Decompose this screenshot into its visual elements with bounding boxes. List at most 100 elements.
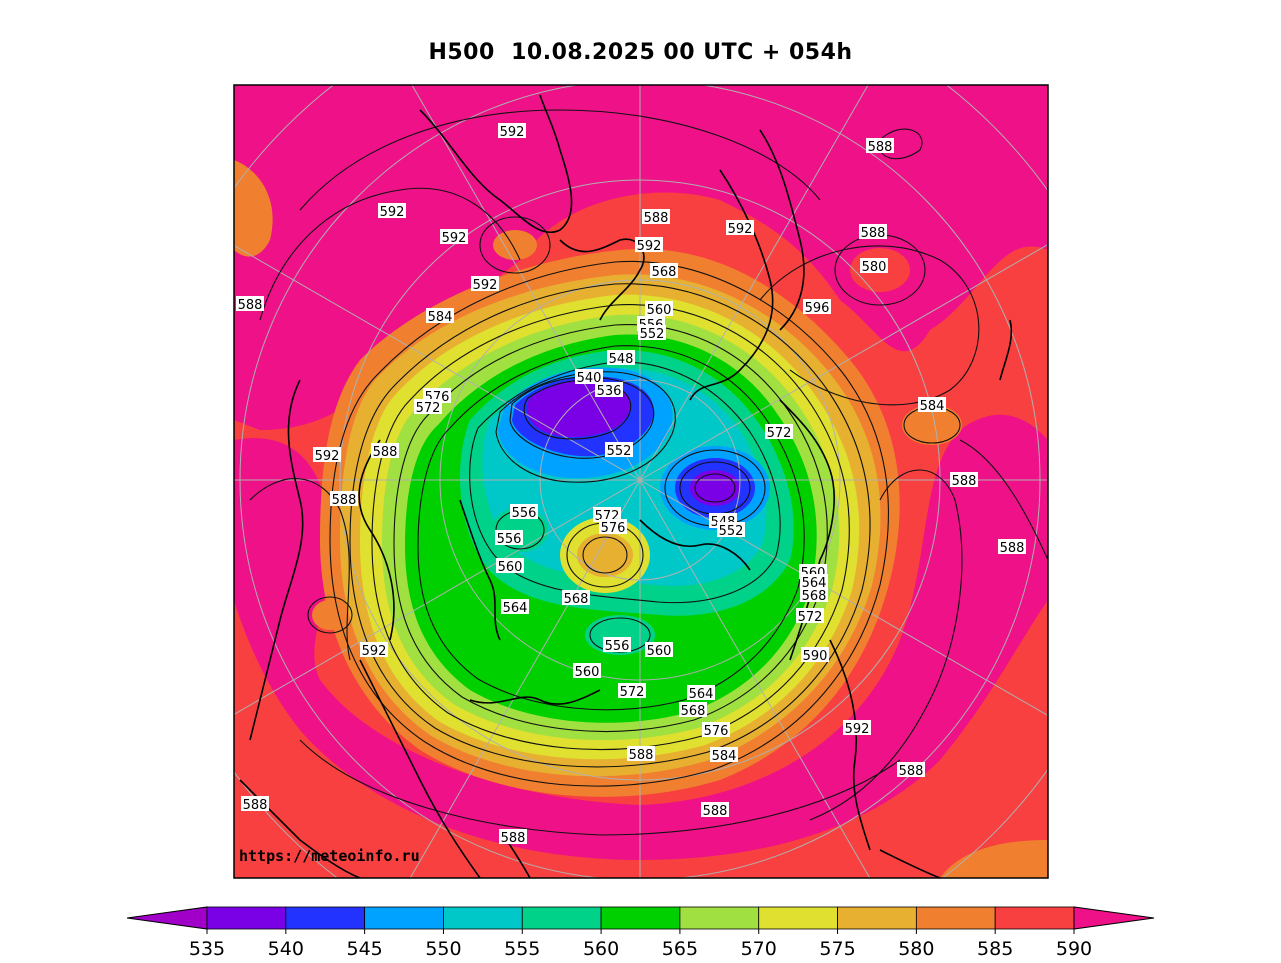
contour-label-text: 572 [767, 426, 792, 441]
contour-label-box [599, 519, 627, 534]
contour-label: 590 [801, 647, 829, 664]
contour-label: 588 [330, 491, 358, 508]
contour-label-box [618, 683, 646, 698]
contour-label-text: 576 [704, 724, 729, 739]
contour-label-box [765, 424, 793, 439]
contour-label-text: 560 [647, 303, 672, 318]
colorbar-bin [443, 906, 523, 930]
colorbar: 535 540 545 550 555 560 565 570 575 580 585 590 [126, 906, 1155, 960]
contour-label: 552 [605, 442, 633, 459]
contour-label: 592 [360, 642, 388, 659]
contour-label-text: 556 [512, 506, 537, 521]
contour-label: 588 [236, 296, 264, 313]
contour-label: 592 [635, 237, 663, 254]
contour-label: 588 [499, 829, 527, 846]
contour-label-text: 536 [597, 384, 622, 399]
contour-label-box [330, 491, 358, 506]
colorbar-tick-label: 590 [1056, 938, 1092, 960]
contour-label-text: 568 [564, 592, 589, 607]
contour-label-text: 584 [428, 310, 453, 325]
contour-label-box [378, 203, 406, 218]
contour-label: 572 [765, 424, 793, 441]
contour-label: 576 [599, 519, 627, 536]
contour-label-text: 592 [637, 239, 662, 254]
contour-label-text: 560 [575, 665, 600, 680]
contour-label-box [726, 220, 754, 235]
contour-label-box [866, 138, 894, 153]
map-frame [233, 84, 1049, 879]
contour-label-text: 572 [798, 610, 823, 625]
contour-label-text: 592 [473, 278, 498, 293]
contour-label-text: 592 [315, 449, 340, 464]
contour-label: 588 [371, 443, 399, 460]
contour-label-box [605, 442, 633, 457]
contour-label-box [471, 276, 499, 291]
contour-label-text: 560 [647, 644, 672, 659]
contour-label-box [575, 369, 603, 384]
contour-label: 568 [679, 702, 707, 719]
contour-label: 588 [642, 209, 670, 226]
contour-label: 592 [313, 447, 341, 464]
contour-label: 556 [510, 504, 538, 521]
contour-label-text: 590 [803, 649, 828, 664]
contour-label: 592 [440, 229, 468, 246]
contour-label-box [627, 746, 655, 761]
contour-label-text: 564 [689, 687, 714, 702]
contour-label-box [313, 447, 341, 462]
contour-label-box [498, 123, 526, 138]
colorbar-bin [521, 906, 602, 930]
contour-label-text: 588 [899, 764, 924, 779]
contour-label: 584 [710, 747, 738, 764]
contour-label: 568 [650, 263, 678, 280]
contour-label-box [800, 574, 828, 589]
contour-label-box [702, 722, 730, 737]
colorbar-bin [206, 906, 287, 930]
contour-label: 588 [950, 472, 978, 489]
contour-label-box [645, 642, 673, 657]
contour-label-box [679, 702, 707, 717]
contour-label-box [499, 829, 527, 844]
watermark: https://meteoinfo.ru [239, 847, 420, 865]
contour-label-box [650, 263, 678, 278]
colorbar-tick-label: 575 [819, 938, 855, 960]
contour-label: 536 [595, 382, 623, 399]
contour-label: 568 [800, 587, 828, 604]
contour-label-text: 552 [640, 327, 665, 342]
contour-label-box [510, 504, 538, 519]
contour-label-text: 588 [861, 226, 886, 241]
contour-label-box [687, 685, 715, 700]
contour-label-text: 584 [712, 749, 737, 764]
contour-label-text: 588 [629, 748, 654, 763]
contour-label: 580 [860, 258, 888, 275]
contour-label-box [717, 522, 745, 537]
graticule [234, 85, 1048, 878]
contour-label-box [638, 325, 666, 340]
contour-label-text: 552 [719, 524, 744, 539]
contour-label: 592 [378, 203, 406, 220]
contour-label: 588 [701, 802, 729, 819]
colorbar-tick-label: 535 [189, 938, 225, 960]
contour-label-text: 568 [681, 704, 706, 719]
contour-label-box [998, 539, 1026, 554]
contour-label-box [800, 587, 828, 602]
contour-label-box [593, 507, 621, 522]
contour-label-box [801, 647, 829, 662]
contour-label: 588 [897, 762, 925, 779]
colorbar-under-arrow [126, 906, 208, 930]
contour-label: 592 [843, 720, 871, 737]
contour-label-box [573, 663, 601, 678]
colorbar-tick-label: 565 [662, 938, 698, 960]
contour-label-text: 592 [500, 125, 525, 140]
contour-label-text: 588 [332, 493, 357, 508]
colorbar-bin [679, 906, 760, 930]
contour-label: 588 [627, 746, 655, 763]
contour-label: 572 [796, 608, 824, 625]
contour-label-box [607, 350, 635, 365]
contour-label-text: 588 [1000, 541, 1025, 556]
contour-label-box [501, 599, 529, 614]
contour-label-box [803, 299, 831, 314]
contour-label: 572 [414, 399, 442, 416]
colorbar-bin [994, 906, 1075, 930]
contour-label-text: 588 [952, 474, 977, 489]
